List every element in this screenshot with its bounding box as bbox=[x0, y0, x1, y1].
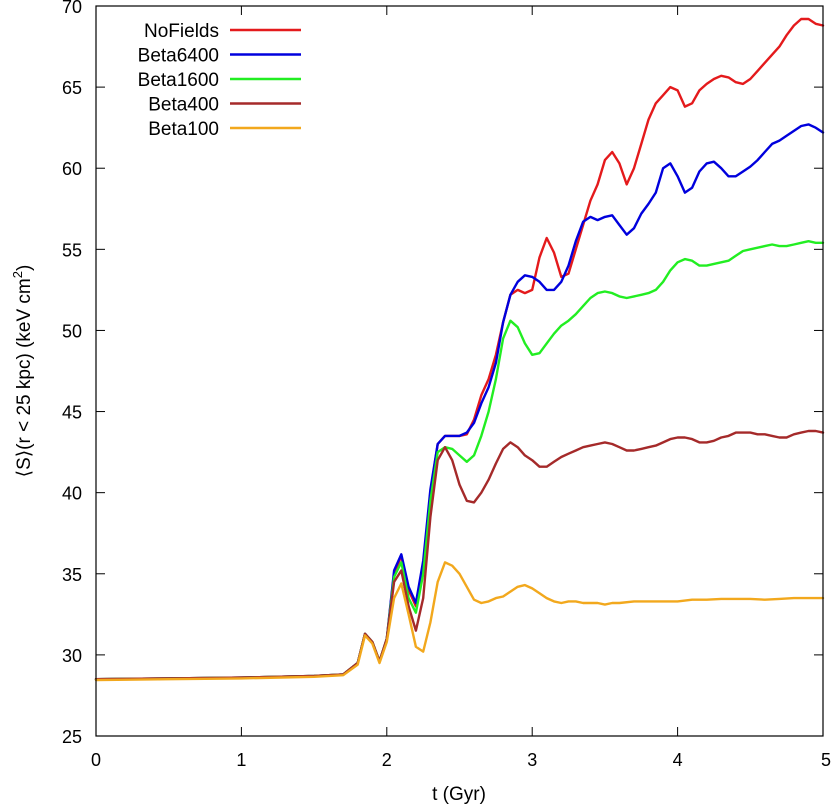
legend-label-beta100: Beta100 bbox=[148, 119, 219, 140]
x-tick-label: 2 bbox=[382, 750, 392, 770]
legend-label-beta6400: Beta6400 bbox=[138, 46, 219, 67]
y-tick-label: 70 bbox=[62, 0, 82, 17]
legend-label-beta400: Beta400 bbox=[148, 95, 219, 116]
x-tick-label: 0 bbox=[91, 750, 101, 770]
legend: NoFields Beta6400 Beta1600 Beta400 Beta100 bbox=[138, 21, 301, 140]
series-line-beta400 bbox=[94, 429, 825, 681]
x-tick-label: 1 bbox=[236, 750, 246, 770]
x-axis-label: t (Gyr) bbox=[432, 784, 486, 805]
series-line-beta6400 bbox=[94, 123, 825, 681]
y-tick-label: 45 bbox=[62, 403, 82, 423]
series-layer bbox=[94, 17, 825, 682]
x-tick-label: 5 bbox=[821, 750, 831, 770]
y-axis-label-close: ) bbox=[14, 265, 35, 271]
y-axis-label: ⟨S⟩(r < 25 kpc) (keV cm2) bbox=[10, 265, 35, 478]
y-tick-label: 40 bbox=[62, 484, 82, 504]
legend-label-beta1600: Beta1600 bbox=[138, 70, 219, 91]
series-line-beta1600 bbox=[94, 240, 825, 681]
y-tick-label: 60 bbox=[62, 159, 82, 179]
y-tick-label: 35 bbox=[62, 565, 82, 585]
y-axis-label-sup: 2 bbox=[10, 271, 25, 278]
x-tick-label: 3 bbox=[527, 750, 537, 770]
y-tick-label: 50 bbox=[62, 321, 82, 341]
y-axis-label-main: ⟨S⟩(r < 25 kpc) (keV cm bbox=[14, 278, 35, 477]
x-tick-label: 4 bbox=[673, 750, 683, 770]
plot-frame bbox=[95, 5, 824, 737]
y-tick-label: 25 bbox=[62, 727, 82, 747]
y-tick-label: 55 bbox=[62, 240, 82, 260]
y-tick-label: 65 bbox=[62, 78, 82, 98]
y-tick-label: 30 bbox=[62, 646, 82, 666]
legend-label-nofields: NoFields bbox=[144, 21, 219, 42]
series-line-beta100 bbox=[94, 561, 825, 682]
